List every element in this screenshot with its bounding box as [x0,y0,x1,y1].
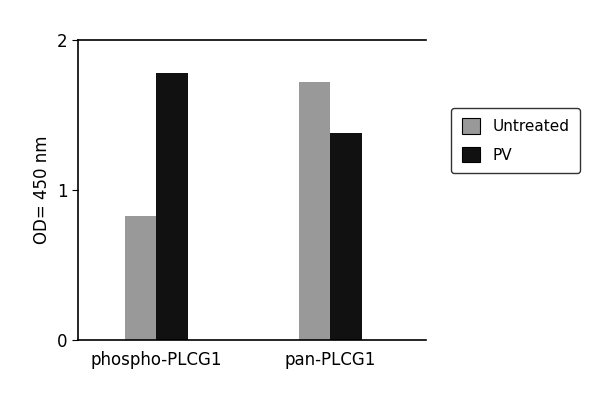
Bar [156,73,188,340]
Bar [331,133,362,340]
Bar [299,82,331,340]
Y-axis label: OD= 450 nm: OD= 450 nm [34,136,52,244]
Bar [125,216,157,340]
Legend: Untreated, PV: Untreated, PV [451,108,580,173]
